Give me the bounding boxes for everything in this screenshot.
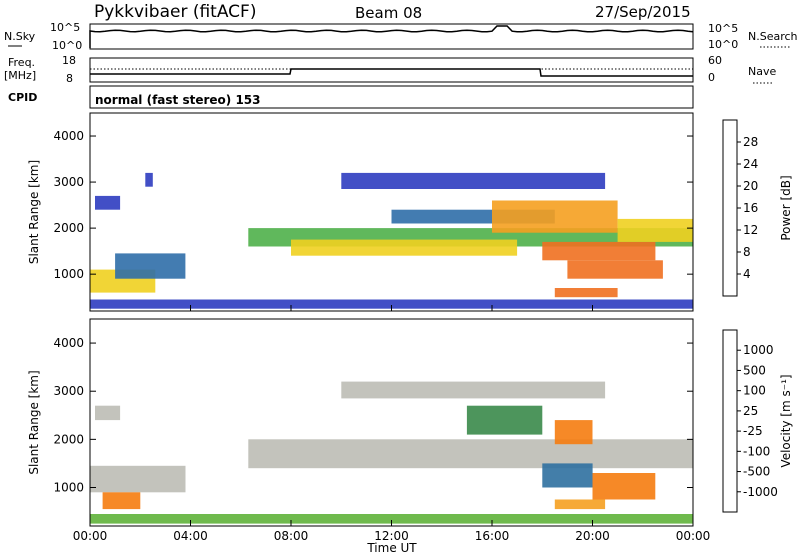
freq-left-tick-top: 18 bbox=[62, 54, 76, 67]
frequency-panel: Freq. [MHz] 18 8 60 0 Nave bbox=[4, 54, 776, 85]
power-colorbar-tick-2: 20 bbox=[743, 179, 758, 193]
velocity-colorbar-tick-1: 500 bbox=[743, 363, 766, 377]
velocity-band-6 bbox=[554, 420, 593, 445]
xtick-label-3: 12:00 bbox=[374, 529, 409, 543]
velocity-ytick-label-2: 3000 bbox=[53, 384, 84, 398]
velocity-ytick-label-1: 2000 bbox=[53, 432, 84, 446]
frequency-panel-frame bbox=[89, 57, 694, 83]
velocity-band-2 bbox=[95, 405, 121, 421]
velocity-colorbar-tick-6: -500 bbox=[743, 465, 770, 479]
noise-left-tick-bottom: 10^0 bbox=[52, 39, 82, 52]
power-panel: 1000 2000 3000 4000 Slant Range [km] bbox=[27, 112, 694, 312]
velocity-y-axis-label: Slant Range [km] bbox=[27, 370, 41, 474]
power-colorbar-tick-3: 16 bbox=[743, 201, 758, 215]
power-ytick-label-0: 1000 bbox=[53, 267, 84, 281]
power-colorbar: 28 24 20 16 12 8 4 bbox=[722, 119, 758, 297]
xtick-label-6: 00:00 bbox=[676, 529, 711, 543]
freq-right-tick-top: 60 bbox=[708, 54, 722, 67]
power-colorbar-tick-1: 24 bbox=[743, 157, 758, 171]
velocity-band-1 bbox=[102, 492, 141, 510]
power-ytick-label-3: 4000 bbox=[53, 129, 84, 143]
noise-panel-frame bbox=[89, 23, 694, 50]
velocity-band-10 bbox=[90, 514, 693, 524]
velocity-marks bbox=[90, 381, 694, 524]
power-band-9 bbox=[542, 241, 656, 261]
freq-left-tick-bottom: 8 bbox=[66, 72, 73, 85]
power-band-2 bbox=[95, 195, 121, 210]
velocity-ytick-label-3: 4000 bbox=[53, 336, 84, 350]
power-colorbar-tick-5: 8 bbox=[743, 245, 751, 259]
power-band-10 bbox=[567, 260, 663, 279]
xtick-label-4: 16:00 bbox=[475, 529, 510, 543]
velocity-colorbar-frame bbox=[722, 329, 738, 513]
radar-title: Pykkvibaer (fitACF) bbox=[94, 2, 256, 22]
noise-panel: N.Sky 10^5 10^0 10^5 10^0 N.Search bbox=[4, 21, 798, 52]
power-band-3 bbox=[145, 172, 153, 187]
nave-label: Nave bbox=[748, 65, 776, 78]
noise-search-label: N.Search bbox=[748, 30, 798, 43]
power-colorbar-frame bbox=[722, 119, 738, 297]
velocity-colorbar-tick-4: -25 bbox=[743, 424, 763, 438]
cpid-label: CPID bbox=[8, 91, 37, 104]
velocity-y-axis: 1000 2000 3000 4000 bbox=[53, 336, 693, 494]
velocity-band-7 bbox=[542, 463, 593, 488]
frequency-trace bbox=[90, 68, 693, 77]
velocity-band-0 bbox=[90, 465, 186, 493]
beam-label: Beam 08 bbox=[355, 4, 422, 22]
power-band-7 bbox=[341, 172, 606, 189]
noise-sky-trace bbox=[89, 25, 694, 48]
velocity-band-4 bbox=[341, 381, 606, 399]
power-marks bbox=[90, 172, 694, 309]
power-band-13 bbox=[90, 299, 693, 309]
power-band-8 bbox=[492, 200, 618, 233]
freq-right-tick-bottom: 0 bbox=[708, 71, 715, 84]
velocity-band-9 bbox=[554, 499, 606, 510]
freq-label: Freq. bbox=[8, 56, 35, 69]
velocity-colorbar-title: Velocity [m s⁻¹] bbox=[779, 374, 793, 467]
velocity-colorbar-tick-7: -1000 bbox=[743, 485, 778, 499]
time-axis-label: Time UT bbox=[366, 541, 417, 554]
freq-unit-label: [MHz] bbox=[4, 69, 36, 82]
velocity-colorbar-tick-3: 25 bbox=[743, 404, 758, 418]
velocity-band-8 bbox=[592, 473, 656, 500]
power-colorbar-title: Power [dB] bbox=[779, 175, 793, 240]
power-colorbar-tick-6: 4 bbox=[743, 267, 751, 281]
velocity-panel: 1000 2000 3000 4000 Slant Range [km] bbox=[27, 318, 694, 527]
velocity-band-3 bbox=[248, 439, 694, 469]
velocity-ytick-label-0: 1000 bbox=[53, 480, 84, 494]
noise-right-tick-bottom: 10^0 bbox=[708, 38, 738, 51]
xtick-label-1: 04:00 bbox=[173, 529, 208, 543]
xtick-label-2: 08:00 bbox=[274, 529, 309, 543]
velocity-colorbar: 1000 500 100 25 -25 -100 -500 -1000 bbox=[722, 329, 778, 513]
cpid-value: normal (fast stereo) 153 bbox=[95, 93, 261, 107]
xtick-label-5: 20:00 bbox=[575, 529, 610, 543]
noise-sky-label: N.Sky bbox=[4, 30, 36, 43]
power-band-1 bbox=[115, 253, 186, 279]
power-ytick-label-2: 3000 bbox=[53, 175, 84, 189]
velocity-band-5 bbox=[466, 405, 543, 435]
power-colorbar-tick-4: 12 bbox=[743, 223, 758, 237]
time-axis: 00:00 04:00 08:00 12:00 16:00 20:00 00:00 bbox=[73, 305, 711, 543]
noise-right-tick-top: 10^5 bbox=[708, 22, 738, 35]
xtick-label-0: 00:00 bbox=[73, 529, 108, 543]
date-label: 27/Sep/2015 bbox=[595, 3, 691, 21]
power-y-axis-label: Slant Range [km] bbox=[27, 160, 41, 264]
power-band-12 bbox=[554, 288, 618, 298]
power-band-5 bbox=[291, 239, 518, 256]
power-colorbar-tick-0: 28 bbox=[743, 135, 758, 149]
power-y-axis: 1000 2000 3000 4000 bbox=[53, 129, 693, 281]
velocity-colorbar-tick-2: 100 bbox=[743, 384, 766, 398]
power-ytick-label-1: 2000 bbox=[53, 221, 84, 235]
velocity-colorbar-tick-0: 1000 bbox=[743, 343, 774, 357]
cpid-panel-frame bbox=[89, 85, 694, 109]
velocity-colorbar-tick-5: -100 bbox=[743, 444, 770, 458]
noise-left-tick-top: 10^5 bbox=[50, 21, 80, 34]
power-band-11 bbox=[617, 218, 693, 242]
